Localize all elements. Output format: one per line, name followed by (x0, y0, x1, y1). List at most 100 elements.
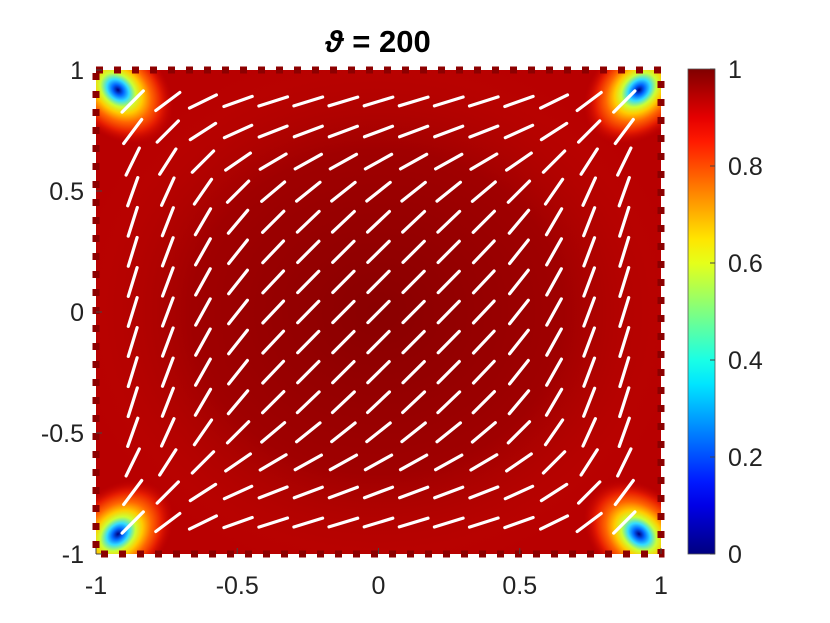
director-segment (543, 177, 565, 206)
director-segment (545, 327, 563, 357)
director-segment (194, 327, 212, 357)
director-segment (126, 205, 139, 238)
director-segment (160, 176, 176, 207)
director-segment (222, 123, 254, 140)
director-segment (401, 299, 426, 325)
director-segment (257, 95, 290, 108)
director-segment (579, 448, 599, 477)
colorbar-tick-label: 1 (728, 56, 742, 84)
director-segment (506, 420, 532, 445)
director-segment (508, 298, 530, 326)
director-segment (225, 179, 251, 204)
low-value-region-bottom-right (583, 480, 661, 554)
director-segment (261, 329, 286, 355)
director-segment (508, 358, 530, 386)
director-segment (158, 448, 178, 477)
director-segment (296, 239, 321, 265)
director-segment (227, 268, 249, 296)
director-segment (541, 450, 567, 475)
director-segment (292, 124, 324, 139)
director-segment (507, 208, 531, 235)
director-segment (293, 152, 323, 171)
director-segment (331, 299, 356, 325)
director-segment (261, 359, 286, 385)
x-tick-label: 1 (654, 572, 668, 600)
director-segment (468, 124, 500, 139)
director-segment (618, 235, 631, 268)
colorbar-border (687, 68, 716, 555)
director-segment (471, 239, 496, 265)
director-segment (363, 453, 394, 472)
director-segment (467, 95, 500, 108)
director-segment (227, 298, 249, 326)
low-value-region-top-right (583, 70, 661, 144)
low-value-region-bottom-left (96, 480, 174, 554)
x-tick-label: 0.5 (502, 572, 537, 600)
director-segment (397, 516, 430, 529)
y-axis-ticks: -1 -0.5 0 0.5 1 (41, 57, 102, 569)
director-segment (434, 152, 464, 171)
y-tick-label: -1 (62, 541, 84, 569)
director-segment (227, 238, 249, 266)
director-segment (192, 177, 214, 206)
director-segment (471, 299, 496, 325)
director-segment (331, 269, 356, 295)
director-segment (126, 386, 139, 419)
director-segment (331, 360, 356, 385)
director-segment (295, 421, 322, 444)
director-segment (225, 420, 251, 445)
director-segment (194, 297, 212, 327)
director-segment (154, 511, 182, 534)
director-segment (296, 269, 321, 295)
director-segment (122, 478, 144, 507)
director-segment (581, 417, 598, 448)
director-segment (613, 478, 635, 507)
director-segment (260, 421, 287, 444)
director-segment (617, 416, 631, 448)
director-segment (582, 386, 597, 418)
director-segment (433, 124, 465, 139)
director-field (120, 89, 637, 535)
director-segment (471, 269, 496, 295)
director-segment (508, 268, 530, 296)
director-segment (158, 147, 178, 176)
director-segment (226, 208, 250, 235)
director-segment (261, 269, 286, 295)
director-segment (508, 328, 530, 356)
director-segment (366, 299, 391, 325)
director-segment (434, 453, 464, 472)
director-segment (616, 146, 633, 177)
director-segment (126, 326, 139, 358)
colorbar-fill (688, 69, 715, 554)
director-segment (545, 357, 564, 387)
director-segment (401, 269, 426, 295)
director-segment (436, 329, 461, 355)
plot-area (92, 66, 665, 558)
director-segment (366, 239, 391, 264)
director-segment (327, 124, 359, 139)
director-segment (330, 209, 356, 234)
director-segment (366, 360, 391, 385)
director-segment (575, 511, 603, 534)
director-segment (194, 237, 212, 267)
director-segment (436, 209, 462, 234)
director-segment (160, 206, 175, 238)
director-segment (575, 90, 603, 113)
director-segment (400, 421, 427, 444)
director-segment (330, 421, 357, 444)
director-segment (222, 484, 254, 501)
director-segment (222, 515, 254, 530)
director-segment (543, 418, 565, 447)
director-segment (331, 329, 356, 355)
chart-title: ϑ = 200 (324, 24, 430, 59)
director-segment (366, 390, 391, 415)
director-segment (468, 485, 500, 500)
director-segment (190, 450, 216, 475)
director-segment (126, 176, 140, 208)
director-segment (470, 421, 497, 444)
x-axis-ticks: -1 -0.5 0 0.5 1 (85, 548, 668, 600)
director-segment (261, 239, 286, 265)
director-segment (545, 297, 563, 327)
director-segment (576, 480, 602, 505)
director-segment (257, 516, 290, 529)
